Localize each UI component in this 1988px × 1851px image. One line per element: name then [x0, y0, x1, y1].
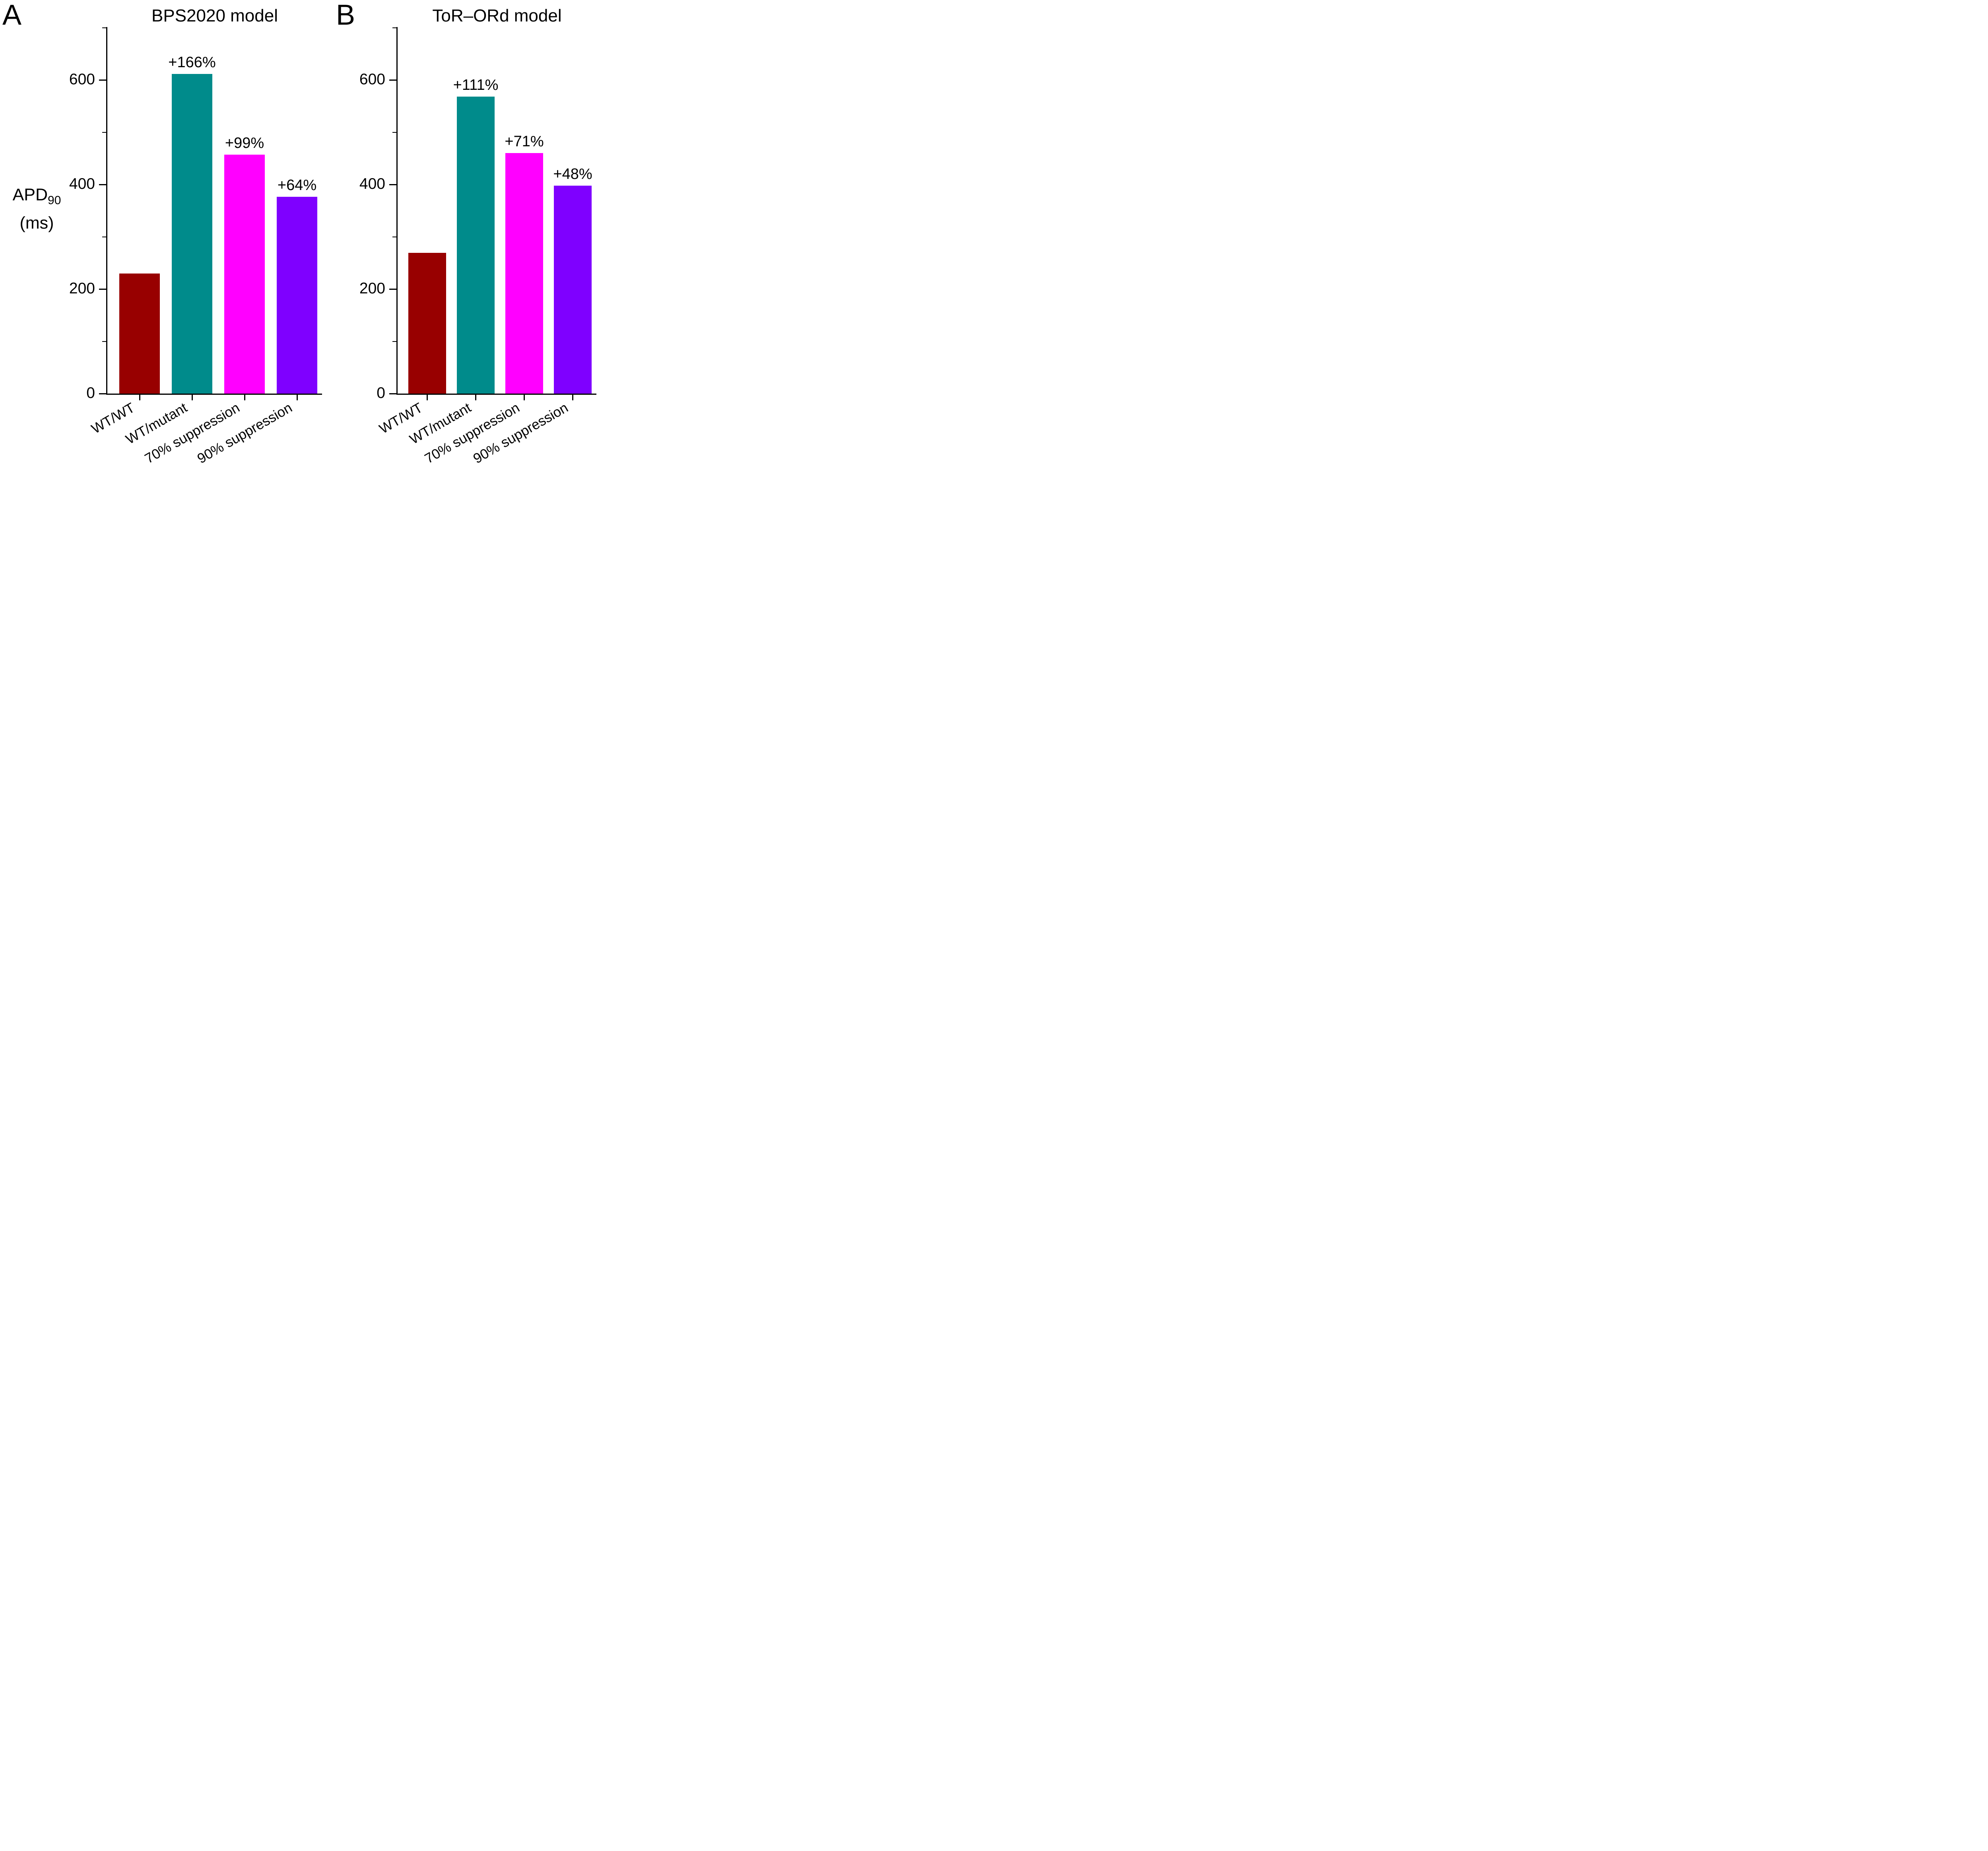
- y-major-tick: [389, 184, 396, 185]
- bar: [277, 196, 317, 394]
- y-minor-tick: [392, 27, 396, 28]
- bar: [224, 155, 265, 394]
- y-major-tick: [99, 79, 106, 81]
- y-tick-label: 600: [69, 71, 95, 88]
- y-minor-tick: [102, 341, 106, 342]
- y-minor-tick: [102, 132, 106, 133]
- bar-value-label: +71%: [505, 133, 544, 150]
- x-tick: [296, 395, 298, 400]
- y-major-tick: [99, 393, 106, 394]
- x-tick: [475, 395, 476, 400]
- y-minor-tick: [102, 27, 106, 28]
- y-tick-label: 400: [359, 175, 385, 193]
- bar: [119, 273, 160, 394]
- y-major-tick: [389, 393, 396, 394]
- y-major-tick: [389, 79, 396, 81]
- x-tick: [427, 395, 428, 400]
- y-axis-label: APD90 (ms): [0, 184, 74, 234]
- x-axis-line: [396, 394, 596, 395]
- x-tick: [191, 395, 193, 400]
- panel-a-letter: A: [2, 0, 22, 31]
- y-tick-label: 400: [69, 175, 95, 193]
- bar-value-label: +48%: [553, 165, 592, 182]
- figure: A B BPS2020 model ToR–ORd model APD90 (m…: [0, 0, 600, 463]
- panel-b-letter: B: [336, 0, 355, 31]
- y-tick-label: 600: [359, 71, 385, 88]
- x-tick: [524, 395, 525, 400]
- y-major-tick: [99, 288, 106, 290]
- y-major-tick: [389, 288, 396, 290]
- y-axis-label-quantity: APD90: [0, 184, 74, 212]
- y-axis-line: [396, 27, 398, 395]
- x-axis-line: [106, 394, 322, 395]
- bar-value-label: +64%: [277, 177, 317, 194]
- y-axis-label-units: (ms): [19, 213, 54, 233]
- bar-value-label: +111%: [453, 77, 499, 94]
- x-tick: [572, 395, 573, 400]
- y-axis-label-apd: APD: [12, 185, 48, 204]
- panel-b-title: ToR–ORd model: [432, 6, 562, 25]
- bar: [505, 153, 543, 394]
- y-tick-label: 200: [69, 280, 95, 297]
- y-major-tick: [99, 184, 106, 185]
- bar-value-label: +99%: [225, 135, 264, 152]
- y-tick-label: 0: [86, 384, 95, 402]
- bar-value-label: +166%: [168, 54, 216, 71]
- y-tick-label: 0: [377, 384, 385, 402]
- y-axis-line: [106, 27, 107, 395]
- y-minor-tick: [392, 132, 396, 133]
- bar: [457, 97, 495, 394]
- y-tick-label: 200: [359, 280, 385, 297]
- x-tick: [139, 395, 140, 400]
- bar: [408, 253, 446, 394]
- bar: [172, 74, 212, 394]
- panel-a-title: BPS2020 model: [151, 6, 278, 25]
- bar: [554, 185, 592, 394]
- x-tick: [244, 395, 245, 400]
- y-axis-label-subscript: 90: [48, 194, 61, 207]
- y-minor-tick: [392, 341, 396, 342]
